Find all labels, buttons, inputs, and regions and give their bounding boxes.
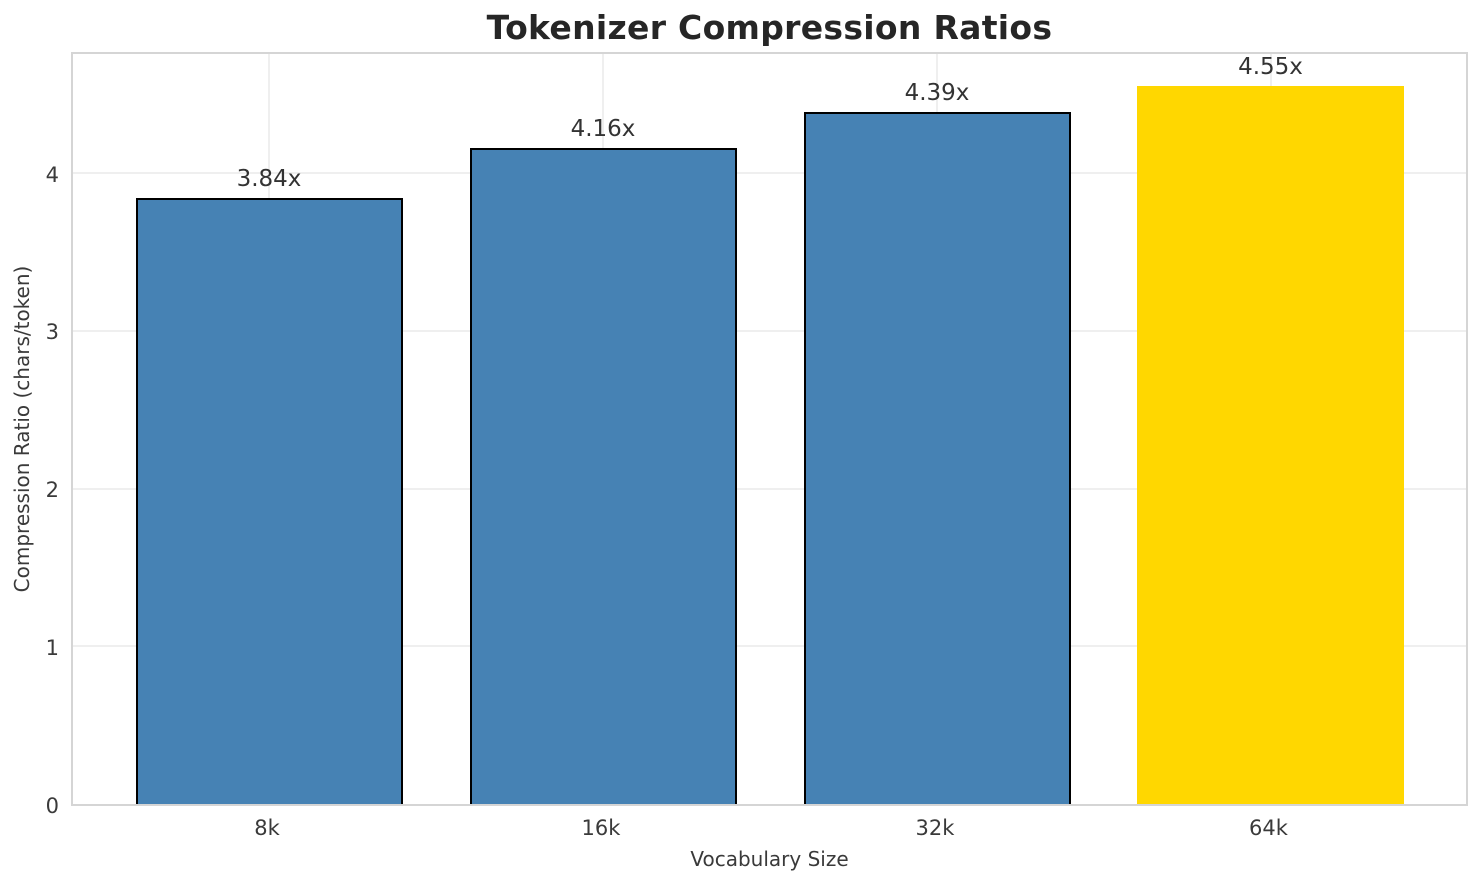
x-axis-label: Vocabulary Size — [690, 847, 849, 871]
bar-32k — [803, 111, 1071, 804]
ytick-label-1: 1 — [45, 635, 59, 660]
xtick-label-32k: 32k — [915, 816, 955, 840]
xtick-label-16k: 16k — [581, 816, 621, 840]
chart-title: Tokenizer Compression Ratios — [486, 8, 1053, 47]
ytick-label-0: 0 — [45, 793, 59, 818]
bar-value-label-16k: 4.16x — [570, 115, 636, 142]
gridline-y-2 — [73, 487, 1466, 490]
bar-value-label-32k: 4.39x — [904, 79, 970, 106]
plot-area: 3.84x 4.16x 4.39x 4.55x — [71, 52, 1468, 806]
xtick-label-8k: 8k — [254, 816, 280, 840]
gridline-y-3 — [73, 329, 1466, 332]
gridline-y-1 — [73, 645, 1466, 648]
bar-64k — [1137, 86, 1404, 804]
bar-value-label-64k: 4.55x — [1238, 54, 1303, 81]
ytick-label-3: 3 — [45, 320, 59, 345]
ytick-label-2: 2 — [45, 478, 59, 503]
ytick-label-4: 4 — [45, 162, 59, 187]
bar-8k — [135, 198, 403, 804]
xtick-label-64k: 64k — [1249, 816, 1288, 840]
bar-value-label-8k: 3.84x — [236, 166, 302, 193]
bar-16k — [469, 147, 737, 804]
gridline-y-4 — [73, 172, 1466, 175]
y-axis-label: Compression Ratio (chars/token) — [10, 265, 34, 593]
